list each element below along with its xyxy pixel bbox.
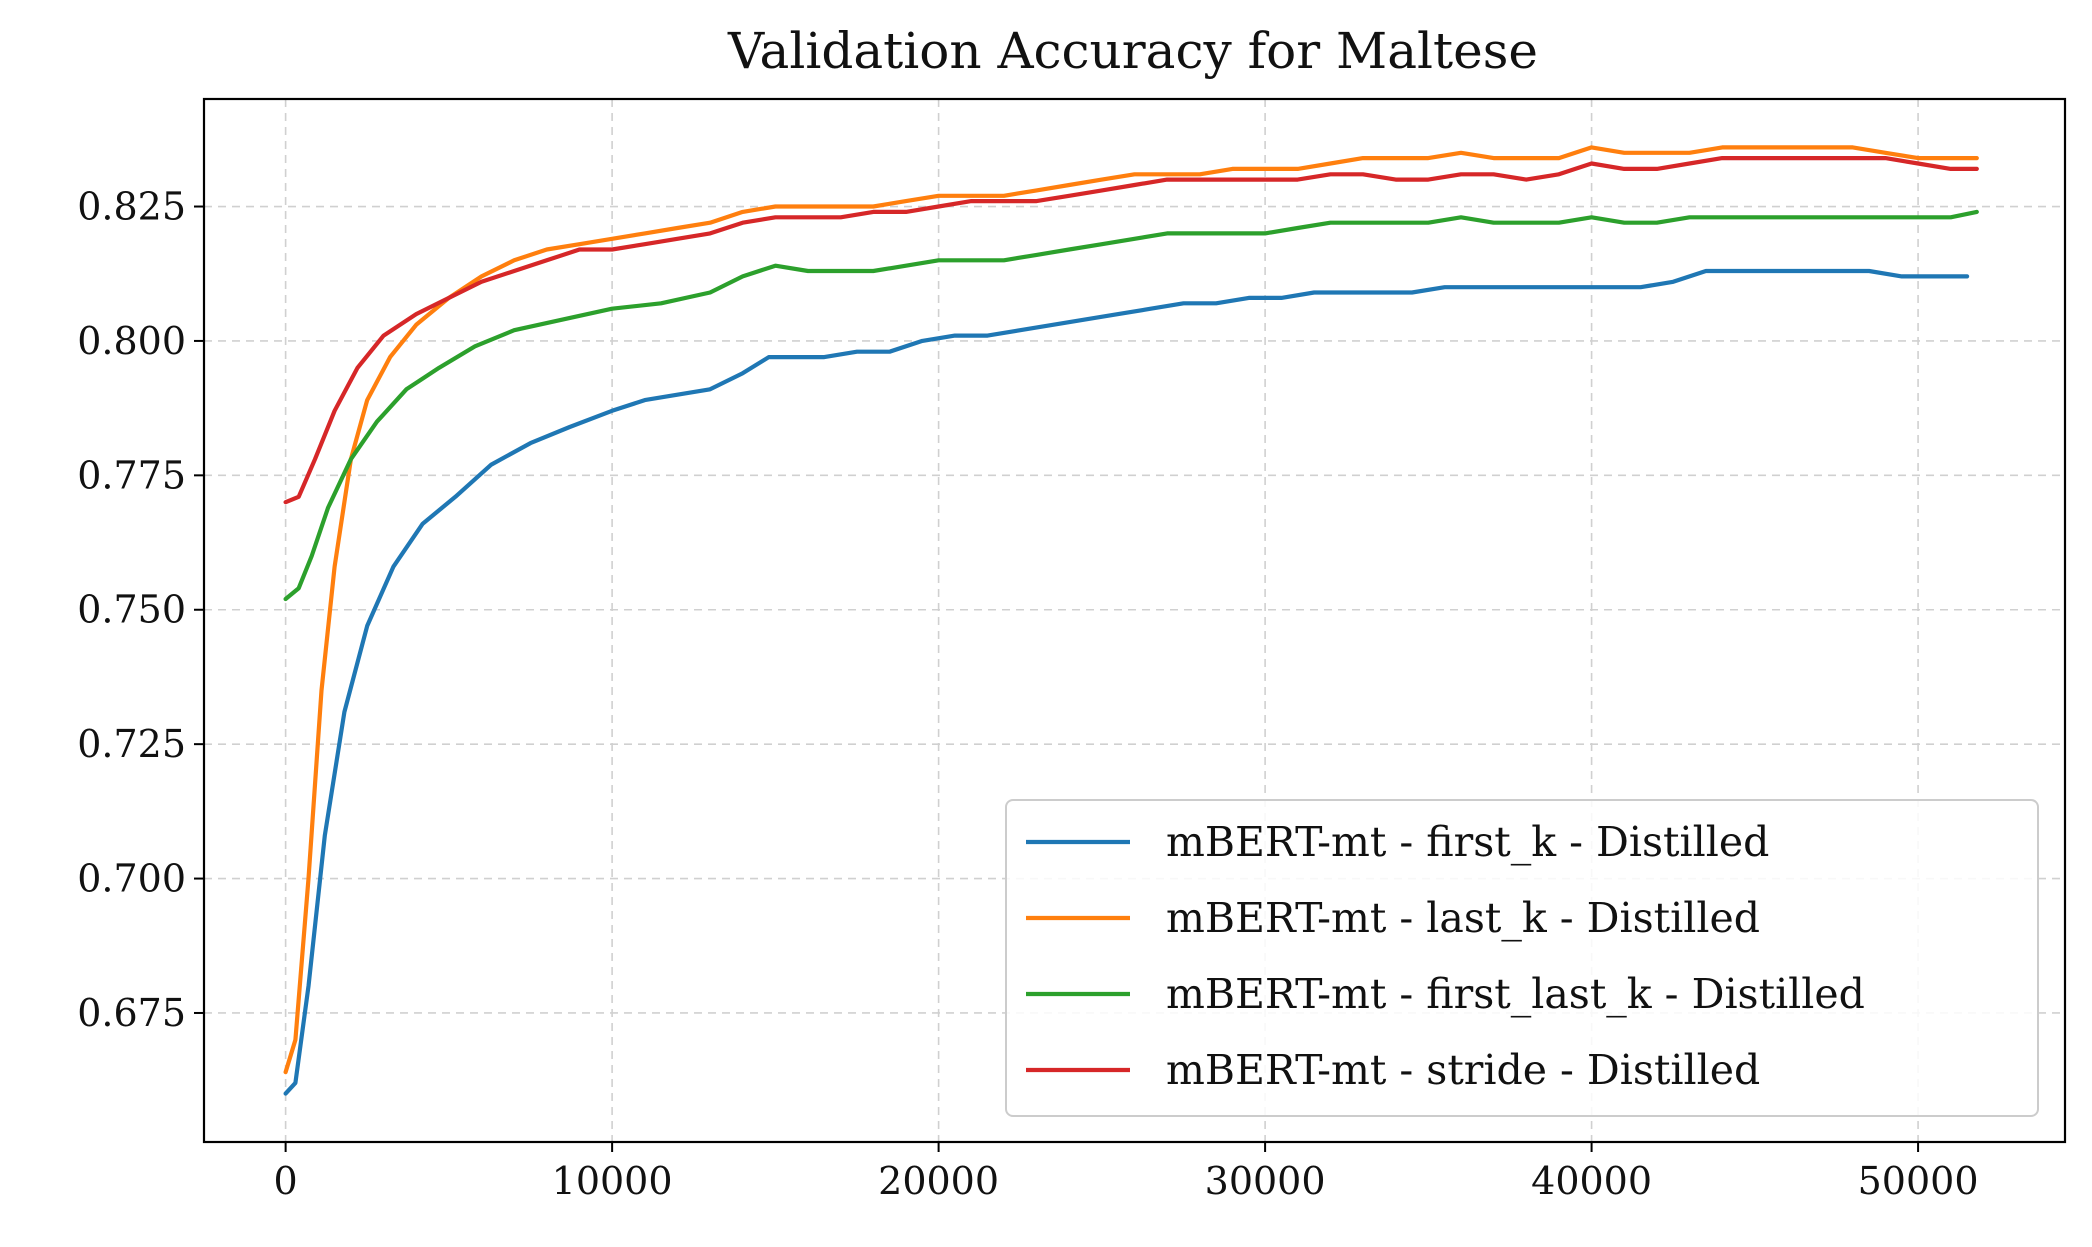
x-tick-label: 30000 bbox=[1205, 1159, 1326, 1203]
legend-label: mBERT-mt - first_last_k - Distilled bbox=[1166, 970, 1865, 1018]
y-tick-label: 0.800 bbox=[77, 319, 186, 363]
x-tick-label: 20000 bbox=[878, 1159, 999, 1203]
series-line-3 bbox=[283, 209, 1979, 602]
y-tick-label: 0.725 bbox=[77, 722, 186, 766]
x-axis: 0 10000 20000 30000 40000 50000 bbox=[274, 1142, 1979, 1203]
y-tick-label: 0.750 bbox=[77, 588, 186, 632]
y-tick-label: 0.775 bbox=[77, 453, 186, 497]
x-tick-label: 0 bbox=[274, 1159, 298, 1203]
y-tick-label: 0.700 bbox=[77, 857, 186, 901]
series-line-4 bbox=[283, 156, 1979, 505]
x-tick-label: 10000 bbox=[552, 1159, 673, 1203]
legend: mBERT-mt - first_k - Distilled mBERT-mt -… bbox=[1005, 799, 2039, 1117]
y-tick-label: 0.825 bbox=[77, 185, 186, 229]
series-line-1 bbox=[283, 268, 1970, 1096]
y-tick-label: 0.675 bbox=[77, 991, 186, 1035]
y-axis: 0.675 0.700 0.725 0.750 0.775 0.800 0.825 bbox=[77, 185, 204, 1035]
legend-label: mBERT-mt - last_k - Distilled bbox=[1166, 894, 1760, 942]
plot-frame bbox=[202, 97, 2067, 1144]
legend-label: mBERT-mt - first_k - Distilled bbox=[1166, 818, 1769, 866]
chart-title: Validation Accuracy for Maltese bbox=[727, 22, 1538, 80]
legend-label: mBERT-mt - stride - Distilled bbox=[1166, 1046, 1760, 1094]
series-layer bbox=[283, 145, 1979, 1096]
x-tick-label: 40000 bbox=[1531, 1159, 1652, 1203]
x-tick-label: 50000 bbox=[1858, 1159, 1979, 1203]
legend-box bbox=[1005, 799, 2039, 1117]
